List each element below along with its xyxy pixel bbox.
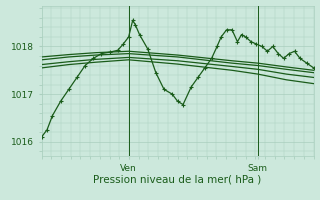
X-axis label: Pression niveau de la mer( hPa ): Pression niveau de la mer( hPa ) (93, 174, 262, 184)
